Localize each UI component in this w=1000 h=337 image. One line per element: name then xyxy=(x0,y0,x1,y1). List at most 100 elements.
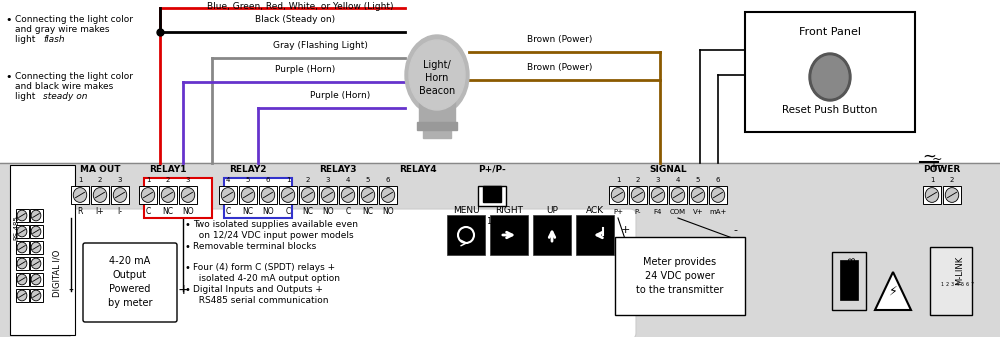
Text: P+: P+ xyxy=(613,209,623,215)
Text: -: - xyxy=(69,283,73,298)
Ellipse shape xyxy=(31,210,41,221)
Text: F2
MAX: F2 MAX xyxy=(545,258,559,269)
Text: Brown (Power): Brown (Power) xyxy=(527,63,593,72)
Text: 6: 6 xyxy=(386,177,390,183)
Bar xyxy=(30,257,42,270)
Ellipse shape xyxy=(73,188,87,203)
Text: 6: 6 xyxy=(716,177,720,183)
Text: 5: 5 xyxy=(366,177,370,183)
Bar xyxy=(0,0,1000,163)
Text: POWER: POWER xyxy=(923,165,961,174)
Bar xyxy=(649,186,667,204)
Text: Connecting the light color: Connecting the light color xyxy=(15,15,133,24)
Bar xyxy=(30,289,42,302)
Text: + -: + - xyxy=(930,162,945,172)
Text: Purple (Horn): Purple (Horn) xyxy=(275,65,335,74)
Ellipse shape xyxy=(812,56,848,98)
Text: 1: 1 xyxy=(286,177,290,183)
Ellipse shape xyxy=(161,188,175,203)
Text: steady on: steady on xyxy=(43,92,88,101)
Bar xyxy=(447,215,485,255)
Polygon shape xyxy=(875,272,911,310)
Text: mA+: mA+ xyxy=(709,209,727,215)
Ellipse shape xyxy=(181,188,195,203)
Text: NO: NO xyxy=(182,208,194,216)
Ellipse shape xyxy=(31,290,41,301)
Ellipse shape xyxy=(93,188,107,203)
Bar xyxy=(219,186,237,204)
Ellipse shape xyxy=(809,53,851,101)
Text: 3: 3 xyxy=(950,282,954,287)
Text: 6: 6 xyxy=(965,282,969,287)
Text: 4: 4 xyxy=(346,177,350,183)
Bar xyxy=(30,225,42,238)
Text: RELAY4: RELAY4 xyxy=(399,165,437,174)
Bar xyxy=(139,186,157,204)
Text: 7: 7 xyxy=(970,282,974,287)
Ellipse shape xyxy=(611,188,625,203)
Text: RELAY3: RELAY3 xyxy=(319,165,357,174)
Text: •: • xyxy=(185,263,191,273)
Ellipse shape xyxy=(671,188,685,203)
Text: +: + xyxy=(620,225,630,235)
Bar xyxy=(16,241,28,254)
Bar xyxy=(483,186,501,202)
Text: and gray wire makes: and gray wire makes xyxy=(15,25,110,34)
Text: 1: 1 xyxy=(146,177,150,183)
Ellipse shape xyxy=(409,40,465,110)
Text: Removable terminal blocks: Removable terminal blocks xyxy=(193,242,316,251)
Bar xyxy=(490,215,528,255)
Bar xyxy=(30,273,42,286)
Bar xyxy=(279,186,297,204)
Ellipse shape xyxy=(651,188,665,203)
Bar xyxy=(239,186,257,204)
Text: Digital Inputs and Outputs +
  RS485 serial communication: Digital Inputs and Outputs + RS485 seria… xyxy=(193,285,328,305)
Text: RS-485: RS-485 xyxy=(13,215,19,240)
Text: 2: 2 xyxy=(98,177,102,183)
Text: F4: F4 xyxy=(654,209,662,215)
Bar xyxy=(359,186,377,204)
Text: 2: 2 xyxy=(950,177,954,183)
Text: Gray (Flashing Light): Gray (Flashing Light) xyxy=(273,41,367,50)
Ellipse shape xyxy=(17,210,27,221)
Text: Two isolated supplies available even
  on 12/24 VDC input power models: Two isolated supplies available even on … xyxy=(193,220,358,241)
Bar xyxy=(179,186,197,204)
Ellipse shape xyxy=(631,188,645,203)
Text: 6: 6 xyxy=(266,177,270,183)
Ellipse shape xyxy=(17,290,27,301)
Ellipse shape xyxy=(31,274,41,285)
Text: DIGITAL I/O: DIGITAL I/O xyxy=(52,249,62,297)
Text: 2: 2 xyxy=(166,177,170,183)
Text: NO: NO xyxy=(262,208,274,216)
Text: 2: 2 xyxy=(636,177,640,183)
Text: 5: 5 xyxy=(696,177,700,183)
Bar xyxy=(709,186,727,204)
Text: •: • xyxy=(185,220,191,230)
Bar xyxy=(16,209,28,222)
Text: •: • xyxy=(5,15,12,25)
Bar xyxy=(16,225,28,238)
Bar xyxy=(417,122,457,130)
Ellipse shape xyxy=(141,188,155,203)
Text: SIGNAL: SIGNAL xyxy=(649,165,687,174)
Bar xyxy=(71,186,89,204)
Text: C: C xyxy=(225,208,231,216)
Ellipse shape xyxy=(301,188,315,203)
Text: 4: 4 xyxy=(955,282,959,287)
Bar xyxy=(576,215,614,255)
Ellipse shape xyxy=(341,188,355,203)
Text: +: + xyxy=(177,283,189,298)
Ellipse shape xyxy=(945,188,959,203)
Text: 3: 3 xyxy=(656,177,660,183)
Bar xyxy=(689,186,707,204)
Text: Light/
Horn
Beacon: Light/ Horn Beacon xyxy=(419,60,455,96)
Ellipse shape xyxy=(321,188,335,203)
Bar xyxy=(339,186,357,204)
Bar xyxy=(159,186,177,204)
Bar xyxy=(10,165,75,335)
Text: NC: NC xyxy=(362,208,374,216)
Text: light: light xyxy=(15,35,38,44)
Text: MA OUT: MA OUT xyxy=(80,165,120,174)
Text: P-: P- xyxy=(635,209,641,215)
Text: NO: NO xyxy=(322,208,334,216)
